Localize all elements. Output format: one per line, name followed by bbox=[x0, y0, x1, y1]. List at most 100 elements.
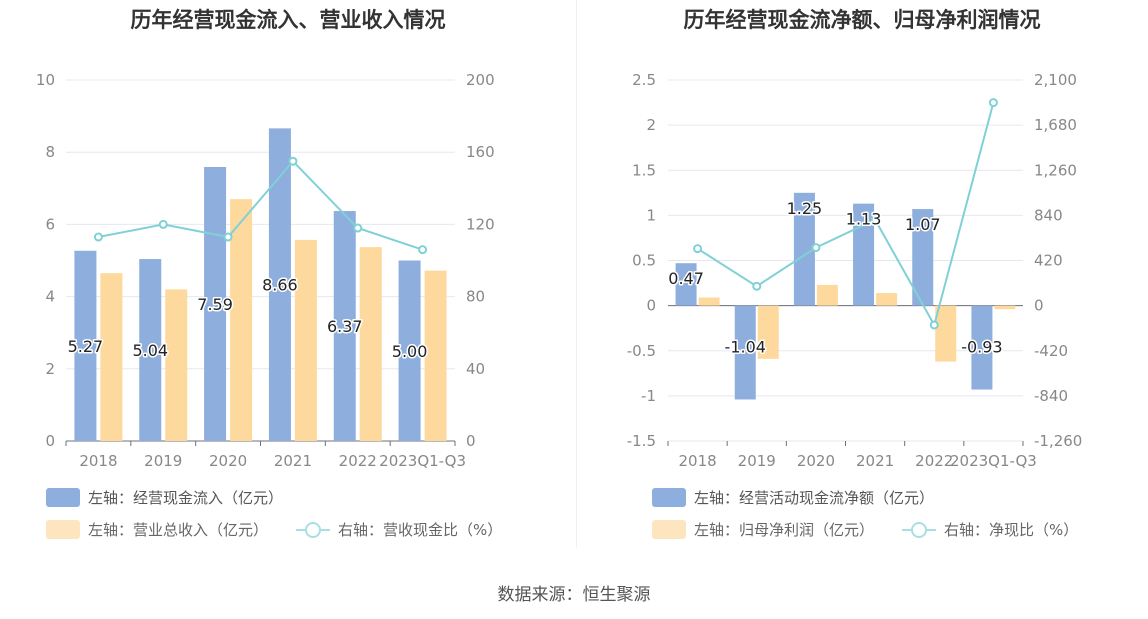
y-right-tick-label: 1,260 bbox=[1034, 161, 1077, 179]
y-right-tick-label: -420 bbox=[1034, 342, 1068, 360]
data-label: -1.04 bbox=[725, 338, 766, 357]
line-point bbox=[752, 281, 762, 291]
legend-swatch-orange bbox=[46, 520, 80, 539]
bar-secondary bbox=[816, 284, 838, 306]
bar-secondary bbox=[994, 305, 1016, 310]
legend-item-revenue[interactable]: 左轴：营业总收入（亿元） bbox=[46, 519, 268, 540]
x-tick-label: 2019 bbox=[738, 452, 776, 470]
legend-label: 左轴：营业总收入（亿元） bbox=[88, 521, 269, 539]
bar-primary bbox=[139, 259, 162, 441]
data-label: 5.00 bbox=[392, 342, 428, 361]
y-left-tick-label: 2 bbox=[646, 116, 656, 134]
legend-line-marker bbox=[296, 520, 330, 539]
line-point bbox=[93, 232, 103, 242]
y-left-tick-label: 2.5 bbox=[632, 71, 656, 89]
x-tick-label: 2020 bbox=[797, 452, 835, 470]
y-left-tick-label: 2 bbox=[45, 360, 55, 378]
y-left-tick-label: 0 bbox=[45, 432, 55, 450]
bar-primary bbox=[268, 128, 291, 441]
panel-divider bbox=[576, 0, 577, 548]
bar-secondary bbox=[100, 273, 123, 441]
y-left-tick-label: 6 bbox=[45, 215, 55, 233]
bar-secondary bbox=[935, 305, 957, 362]
legend-label: 右轴：营收现金比（%） bbox=[338, 521, 503, 539]
data-label: 7.59 bbox=[197, 295, 233, 314]
line-point bbox=[988, 98, 998, 108]
bar-secondary bbox=[698, 297, 720, 306]
y-right-tick-label: 200 bbox=[466, 71, 495, 89]
legend-item-net-profit[interactable]: 左轴：归母净利润（亿元） bbox=[652, 519, 874, 540]
legend-item-ratio[interactable]: 右轴：营收现金比（%） bbox=[296, 519, 502, 540]
bar-secondary bbox=[424, 270, 447, 441]
line-point bbox=[158, 219, 168, 229]
line-point bbox=[418, 245, 428, 255]
chart-title: 历年经营现金流净额、归母净利润情况 bbox=[683, 8, 1041, 32]
y-left-tick-label: 1 bbox=[646, 206, 656, 224]
legend-label: 左轴：归母净利润（亿元） bbox=[694, 521, 875, 539]
y-right-tick-label: 120 bbox=[466, 215, 495, 233]
y-left-tick-label: -1.5 bbox=[627, 432, 656, 450]
bar-secondary bbox=[359, 247, 382, 441]
legend-label: 左轴：经营活动现金流净额（亿元） bbox=[694, 489, 935, 507]
bar-primary bbox=[853, 203, 875, 306]
bar-secondary bbox=[757, 305, 779, 359]
x-tick-label: 2021 bbox=[274, 452, 312, 470]
data-label: 1.07 bbox=[905, 215, 941, 234]
y-left-tick-label: -0.5 bbox=[627, 342, 656, 360]
y-left-tick-label: 4 bbox=[45, 288, 55, 306]
data-source: 数据来源：恒生聚源 bbox=[497, 585, 651, 605]
y-right-tick-label: 1,680 bbox=[1034, 116, 1077, 134]
x-tick-label: 2022 bbox=[339, 452, 377, 470]
x-tick-label: 2023Q1-Q3 bbox=[379, 452, 466, 470]
data-label: 1.13 bbox=[846, 210, 882, 229]
bar-primary bbox=[333, 211, 356, 441]
bar-secondary bbox=[294, 239, 317, 441]
data-label: 6.37 bbox=[327, 317, 363, 336]
line-point bbox=[929, 320, 939, 330]
bar-primary bbox=[398, 260, 421, 441]
bar-secondary bbox=[165, 289, 188, 441]
bar-primary bbox=[793, 192, 815, 306]
y-right-tick-label: 0 bbox=[466, 432, 476, 450]
legend-item-net-cash[interactable]: 左轴：经营活动现金流净额（亿元） bbox=[652, 487, 934, 508]
x-tick-label: 2018 bbox=[79, 452, 117, 470]
x-tick-label: 2019 bbox=[144, 452, 182, 470]
y-left-tick-label: 0.5 bbox=[632, 252, 656, 270]
line-point bbox=[223, 232, 233, 242]
y-right-tick-label: 2,100 bbox=[1034, 71, 1077, 89]
y-left-tick-label: 10 bbox=[36, 71, 55, 89]
x-tick-label: 2021 bbox=[856, 452, 894, 470]
legend-line-marker bbox=[902, 520, 936, 539]
y-right-tick-label: 0 bbox=[1034, 297, 1044, 315]
x-tick-label: 2022 bbox=[915, 452, 953, 470]
bar-primary bbox=[675, 263, 697, 306]
chart-title: 历年经营现金流入、营业收入情况 bbox=[130, 8, 446, 32]
y-right-tick-label: -840 bbox=[1034, 387, 1068, 405]
chart-plot-cash-inflow: 0 2 4 6 8 10 0 40 80 120 160 200 2018 2019 2020 2021 202… bbox=[36, 71, 495, 470]
legend-label: 左轴：经营现金流入（亿元） bbox=[88, 489, 284, 507]
legend-item-cash-ratio[interactable]: 右轴：净现比（%） bbox=[902, 519, 1078, 540]
y-right-tick-label: 420 bbox=[1034, 252, 1063, 270]
y-right-tick-label: -1,260 bbox=[1034, 432, 1082, 450]
line-point bbox=[811, 243, 821, 253]
bar-primary bbox=[734, 305, 756, 400]
y-right-tick-label: 40 bbox=[466, 360, 485, 378]
line-point bbox=[353, 223, 363, 233]
legend-swatch-blue bbox=[46, 488, 80, 507]
chart-panel-cash-inflow: 历年经营现金流入、营业收入情况 0 2 4 6 8 10 0 40 80 120 160 200 201… bbox=[0, 0, 576, 560]
bar-primary bbox=[74, 250, 97, 441]
bar-primary bbox=[912, 209, 934, 306]
data-label: -0.93 bbox=[961, 338, 1002, 357]
legend-swatch-blue bbox=[652, 488, 686, 507]
y-left-tick-label: 1.5 bbox=[632, 161, 656, 179]
line-series bbox=[98, 159, 423, 251]
y-right-tick-label: 160 bbox=[466, 143, 495, 161]
data-label: 5.04 bbox=[132, 341, 168, 360]
legend-label: 右轴：净现比（%） bbox=[944, 521, 1079, 539]
chart-plot-net-cash: -1.5 -1 -0.5 0 0.5 1 1.5 2 2.5 -1,260 -840 -420 0 420… bbox=[627, 71, 1083, 470]
y-left-tick-label: -1 bbox=[641, 387, 656, 405]
y-left-tick-label: 8 bbox=[45, 143, 55, 161]
bar-primary bbox=[971, 305, 993, 390]
legend-item-inflow[interactable]: 左轴：经营现金流入（亿元） bbox=[46, 487, 283, 508]
line-point bbox=[693, 244, 703, 254]
